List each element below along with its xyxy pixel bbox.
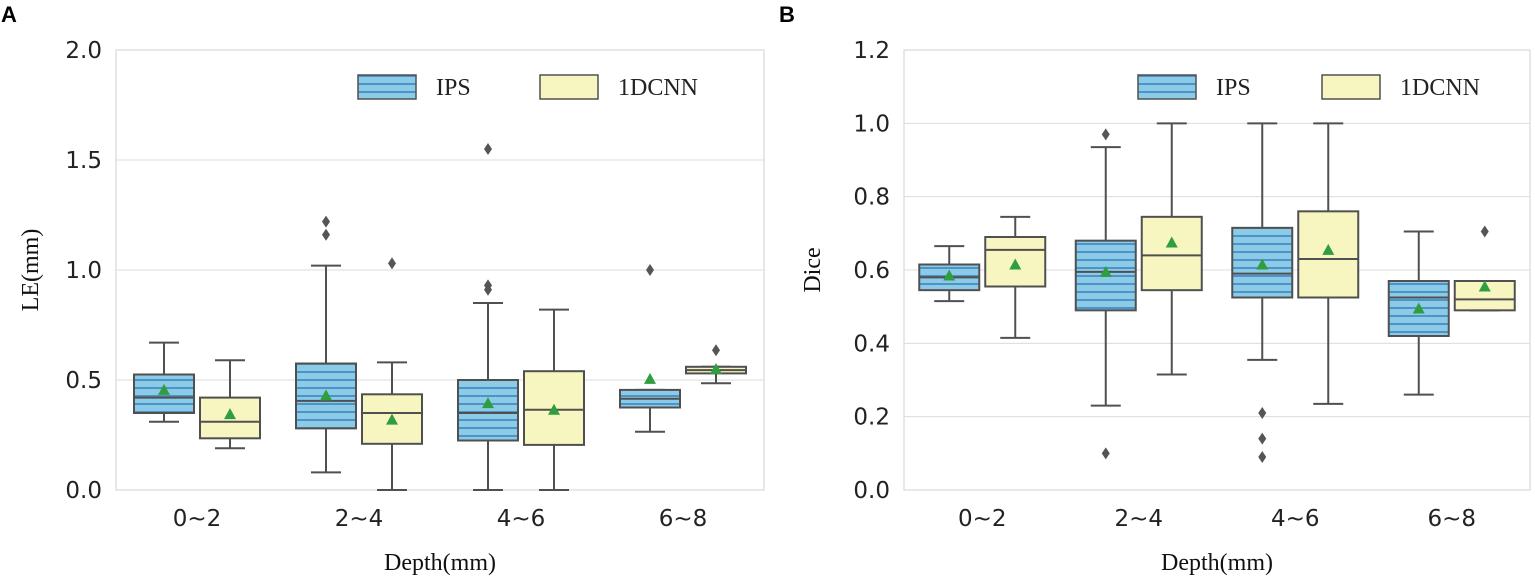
mean-marker: [1256, 258, 1269, 270]
ips-box-group: [1387, 230, 1450, 396]
cnn-box-group: [361, 257, 423, 491]
outlier-point: [1101, 128, 1110, 141]
ips-box-group: [1231, 122, 1294, 463]
legend-swatch-ips: [357, 74, 417, 100]
x-axis-label: Depth(mm): [1161, 550, 1273, 576]
panel-letter-b: B: [779, 2, 795, 27]
mean-marker: [320, 389, 332, 401]
outlier-point: [1101, 447, 1110, 460]
outlier-point: [1258, 407, 1267, 419]
y-tick-label: 0.4: [853, 331, 890, 357]
x-tick-label: 0~2: [958, 506, 1007, 532]
ips-box-group: [133, 341, 195, 423]
outlier-point: [1258, 451, 1267, 463]
y-tick-label: 1.0: [65, 258, 102, 284]
x-tick-label: 2~4: [335, 506, 384, 532]
outlier-point: [646, 264, 654, 276]
chart-panel-a: 0.0 0.5 1.0 1.5 2.0 0~2 2~4 4~6 6~8 LE(mm) Depth(m…: [18, 38, 765, 576]
y-tick-label: 1.0: [853, 111, 890, 137]
cnn-box-group: [199, 359, 261, 450]
outlier-point: [1258, 432, 1267, 445]
mean-marker: [1165, 236, 1178, 248]
y-tick-label: 0.0: [65, 478, 102, 504]
outlier-point: [322, 228, 330, 241]
y-tick-label: 0.5: [65, 368, 102, 394]
mean-marker: [548, 403, 560, 415]
mean-marker: [224, 408, 236, 420]
x-tick-label: 4~6: [497, 506, 546, 532]
ips-box-group: [457, 143, 519, 491]
legend-label-ips: IPS: [436, 75, 471, 101]
ips-box: [1387, 280, 1450, 337]
legend-label-1dcnn: 1DCNN: [618, 75, 698, 101]
cnn-box-group: [523, 308, 585, 491]
x-tick-label: 0~2: [173, 506, 222, 532]
panel-letter-a: A: [1, 2, 17, 27]
cnn-box: [1140, 215, 1203, 292]
mean-marker: [1009, 258, 1022, 270]
mean-marker: [1478, 280, 1491, 292]
mean-marker: [1322, 243, 1335, 255]
ips-box-group: [295, 215, 357, 474]
cnn-box-group: [1453, 225, 1516, 312]
x-tick-label: 6~8: [659, 506, 708, 532]
outlier-point: [484, 279, 492, 292]
y-axis-label: Dice: [800, 247, 826, 292]
ips-box-group: [619, 264, 681, 433]
outlier-point: [1480, 225, 1489, 238]
mean-marker: [386, 413, 398, 425]
ips-box-group: [1074, 128, 1137, 460]
cnn-box-group: [1297, 122, 1360, 405]
ips-box-group: [918, 245, 981, 303]
legend: IPS 1DCNN: [1137, 74, 1480, 101]
legend-swatch-ips: [1137, 74, 1197, 100]
chart-panel-b: 0.0 0.2 0.4 0.6 0.8 1.0 1.2 0~2 2~4 4~6 6~8 Dice Dep…: [800, 38, 1531, 576]
mean-marker: [1099, 265, 1112, 277]
legend-swatch-1dcnn: [539, 74, 599, 100]
x-axis-label: Depth(mm): [384, 550, 496, 576]
x-tick-label: 2~4: [1114, 506, 1163, 532]
y-tick-label: 0.2: [853, 405, 890, 431]
legend-swatch-1dcnn: [1321, 74, 1381, 100]
y-tick-label: 0.0: [853, 478, 890, 504]
mean-marker: [1412, 302, 1425, 314]
outlier-point: [484, 143, 492, 155]
ips-box: [457, 379, 519, 442]
mean-marker: [943, 269, 956, 281]
x-tick-label: 4~6: [1271, 506, 1320, 532]
y-axis-label: LE(mm): [18, 229, 44, 312]
y-tick-label: 1.5: [65, 148, 102, 174]
y-tick-label: 0.6: [853, 258, 890, 284]
legend-label-ips: IPS: [1216, 75, 1251, 101]
cnn-box-group: [984, 215, 1047, 339]
cnn-box-group: [685, 344, 747, 385]
y-tick-label: 2.0: [65, 38, 102, 64]
mean-marker: [158, 383, 170, 395]
cnn-box-group: [1140, 122, 1203, 376]
mean-marker: [644, 372, 656, 384]
legend: IPS 1DCNN: [357, 74, 698, 101]
y-tick-label: 0.8: [853, 185, 890, 211]
y-tick-label: 1.2: [853, 38, 890, 64]
outlier-point: [322, 215, 330, 228]
legend-label-1dcnn: 1DCNN: [1400, 75, 1480, 101]
mean-marker: [482, 397, 494, 409]
outlier-point: [388, 257, 396, 270]
x-tick-label: 6~8: [1427, 506, 1476, 532]
mean-marker: [710, 363, 722, 374]
outlier-point: [712, 344, 720, 357]
